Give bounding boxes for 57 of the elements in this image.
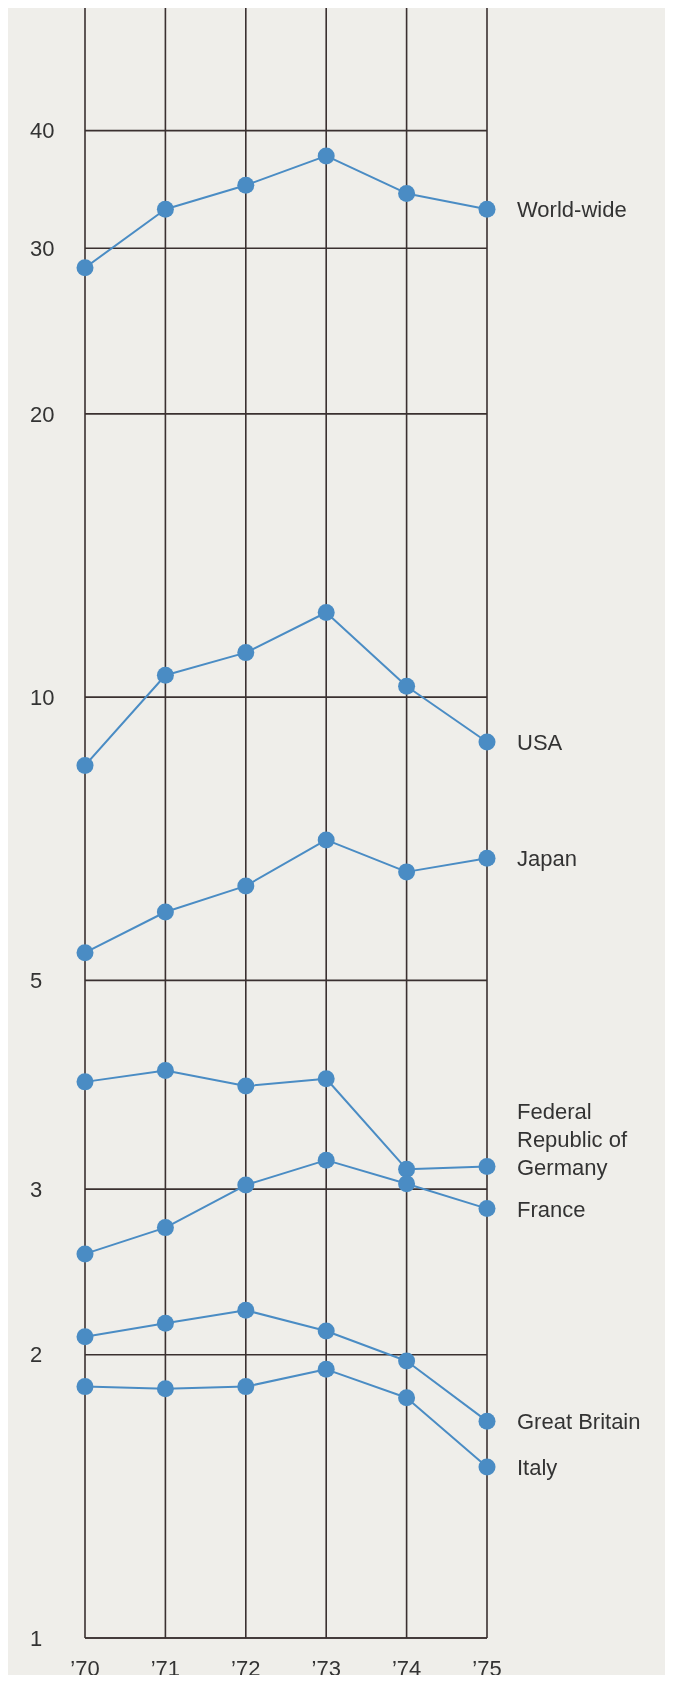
point bbox=[76, 1245, 94, 1263]
point bbox=[156, 1062, 174, 1079]
series-label: Italy bbox=[517, 1454, 558, 1480]
point bbox=[237, 176, 255, 194]
point bbox=[398, 677, 416, 695]
point bbox=[398, 863, 416, 881]
point bbox=[478, 1412, 496, 1430]
point bbox=[398, 1160, 416, 1178]
point bbox=[156, 1314, 174, 1332]
point bbox=[478, 1458, 496, 1476]
point bbox=[76, 259, 94, 277]
point bbox=[76, 1378, 94, 1396]
point bbox=[237, 1301, 255, 1319]
point bbox=[237, 877, 255, 895]
y-tick-label: 20 bbox=[30, 401, 55, 427]
point bbox=[237, 1176, 255, 1194]
y-tick-label: 2 bbox=[30, 1342, 43, 1368]
series-label: USA bbox=[517, 729, 563, 755]
point bbox=[478, 733, 496, 751]
point bbox=[478, 1158, 496, 1176]
y-tick-label: 5 bbox=[30, 968, 43, 994]
series-label: France bbox=[517, 1196, 586, 1222]
point bbox=[317, 147, 335, 165]
point bbox=[76, 1328, 94, 1346]
point bbox=[156, 1380, 174, 1398]
point bbox=[156, 200, 174, 218]
point bbox=[156, 1219, 174, 1237]
point bbox=[156, 903, 174, 921]
point bbox=[317, 1151, 335, 1169]
y-tick-label: 30 bbox=[30, 235, 55, 261]
point bbox=[478, 1200, 496, 1218]
point bbox=[317, 831, 335, 849]
point bbox=[237, 644, 255, 662]
point bbox=[76, 1073, 94, 1091]
point bbox=[317, 1360, 335, 1378]
point bbox=[398, 184, 416, 202]
point bbox=[398, 1389, 416, 1407]
point bbox=[76, 756, 94, 774]
series-label: Great Britain bbox=[517, 1409, 641, 1435]
y-tick-label: 3 bbox=[30, 1176, 43, 1202]
point bbox=[478, 849, 496, 867]
point bbox=[398, 1175, 416, 1193]
point bbox=[317, 1070, 335, 1088]
point bbox=[156, 666, 174, 684]
point bbox=[478, 200, 496, 218]
y-tick-label: 40 bbox=[30, 118, 55, 144]
point bbox=[317, 1322, 335, 1340]
series-label: World-wide bbox=[517, 197, 627, 223]
point bbox=[76, 944, 94, 962]
point bbox=[398, 1352, 416, 1370]
point bbox=[237, 1077, 255, 1095]
y-tick-label: 10 bbox=[30, 684, 55, 710]
y-tick-label: 1 bbox=[30, 1625, 43, 1651]
series-label: Federal Republic of Germany bbox=[517, 1098, 628, 1180]
point bbox=[317, 604, 335, 622]
point bbox=[237, 1378, 255, 1396]
series-label: Japan bbox=[517, 846, 577, 872]
